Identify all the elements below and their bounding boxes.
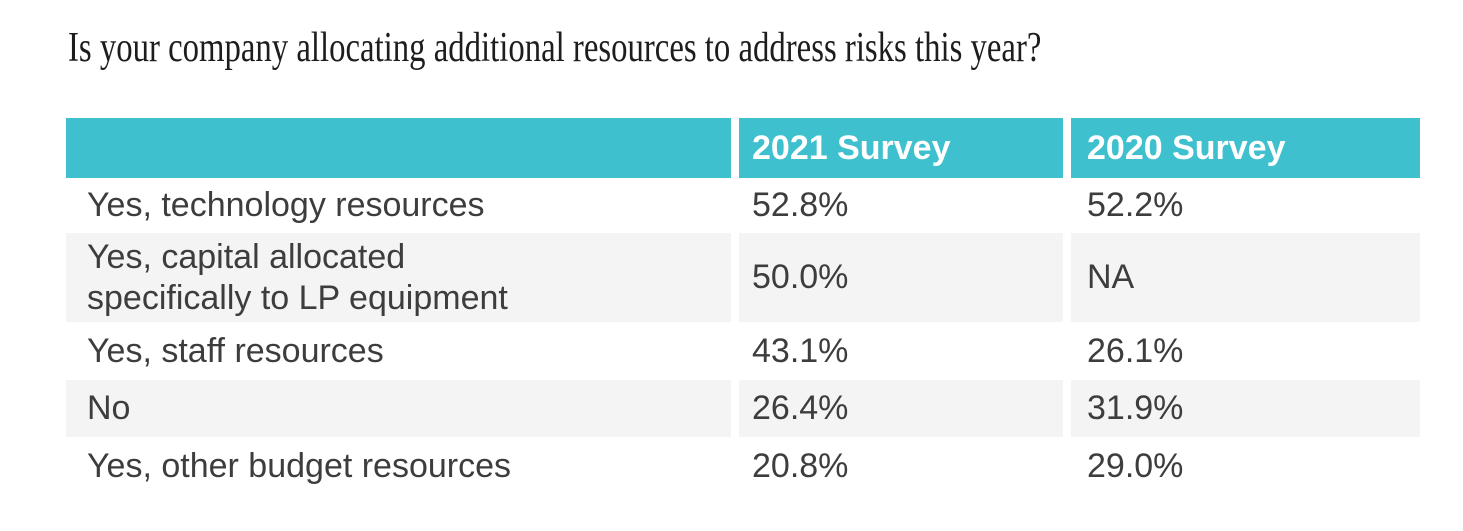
value-2020: 26.1% <box>1087 331 1184 370</box>
value-2020: 52.2% <box>1087 186 1184 225</box>
table-row: Yes, technology resources 52.8% 52.2% <box>66 178 1420 233</box>
row-label: Yes, technology resources <box>87 186 485 225</box>
table-header-row: 2021 Survey 2020 Survey <box>66 118 1420 178</box>
page-title: Is your company allocating additional re… <box>68 25 1042 71</box>
row-label: Yes, staff resources <box>87 331 384 370</box>
value-2020: 31.9% <box>1071 380 1420 437</box>
header-cell-empty <box>66 118 731 178</box>
value-2021: 20.8% <box>752 446 849 485</box>
row-label: No <box>66 380 731 437</box>
table-row: No 26.4% 31.9% <box>66 380 1420 437</box>
value-2020: 29.0% <box>1087 446 1184 485</box>
value-2020: NA <box>1071 233 1420 322</box>
survey-results-table: 2021 Survey 2020 Survey Yes, technology … <box>66 118 1420 495</box>
row-label: Yes, capital allocated specifically to L… <box>66 233 731 322</box>
table-row: Yes, other budget resources 20.8% 29.0% <box>66 437 1420 495</box>
table-row: Yes, capital allocated specifically to L… <box>66 233 1420 322</box>
table-row: Yes, staff resources 43.1% 26.1% <box>66 322 1420 380</box>
value-2021: 43.1% <box>752 331 849 370</box>
header-cell-2020-survey: 2020 Survey <box>1071 118 1420 178</box>
value-2021: 50.0% <box>739 233 1063 322</box>
row-label: Yes, other budget resources <box>87 446 512 485</box>
header-cell-2021-survey: 2021 Survey <box>739 118 1063 178</box>
value-2021: 52.8% <box>752 186 849 225</box>
value-2021: 26.4% <box>739 380 1063 437</box>
